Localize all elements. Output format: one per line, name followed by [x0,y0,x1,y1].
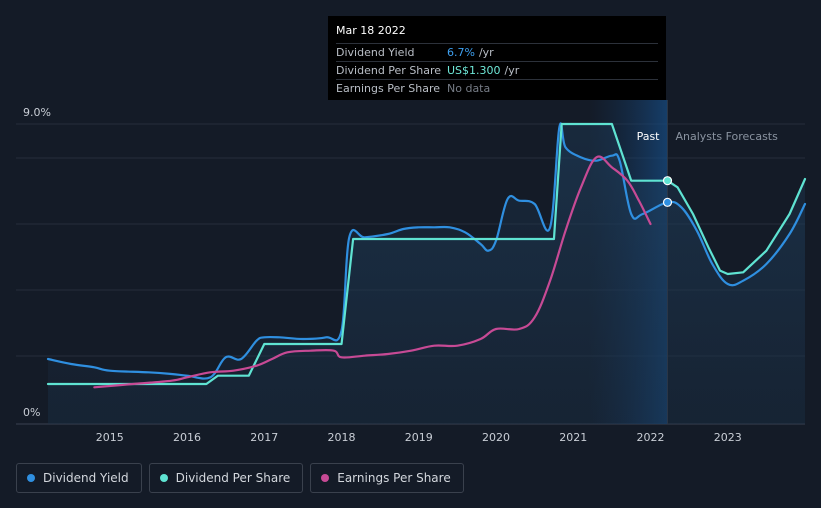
chart-tooltip: Mar 18 2022 Dividend Yield 6.7% /yr Divi… [328,16,666,100]
chart-legend: Dividend Yield Dividend Per Share Earnin… [16,463,464,493]
legend-dividend-per-share[interactable]: Dividend Per Share [148,463,304,493]
y-axis-ticks: 0% 9.0% [23,106,51,419]
x-tick-label: 2020 [482,431,510,444]
series-markers [662,176,673,207]
tooltip-row-earnings-per-share: Earnings Per Share No data [336,79,658,97]
legend-dividend-yield[interactable]: Dividend Yield [16,463,142,493]
y-tick-label: 0% [23,406,40,419]
x-tick-label: 2021 [559,431,587,444]
tooltip-value: 6.7% [447,46,475,59]
tooltip-value: No data [447,82,491,95]
legend-dot-icon [321,474,330,482]
legend-dot-icon [27,474,35,482]
tooltip-unit: /yr [504,64,520,77]
legend-label: Dividend Yield [43,471,129,485]
x-tick-label: 2015 [96,431,124,444]
series-areas [48,123,805,425]
legend-dot-icon [159,474,168,482]
x-tick-label: 2019 [405,431,433,444]
tooltip-value: US$1.300 [447,64,501,77]
x-tick-label: 2016 [173,431,201,444]
legend-label: Dividend Per Share [175,471,291,485]
marker-dividend-per-share [662,176,673,186]
legend-label: Earnings Per Share [337,471,451,485]
tooltip-label: Dividend Per Share [336,64,442,77]
past-label: Past [637,130,661,143]
tooltip-date: Mar 18 2022 [336,24,406,37]
tooltip-label: Dividend Yield [336,46,415,59]
tooltip-label: Earnings Per Share [336,82,441,95]
y-tick-label: 9.0% [23,106,51,119]
x-tick-label: 2018 [328,431,356,444]
series-area [48,124,805,424]
series-line-earnings-per-share [93,155,652,389]
x-tick-label: 2023 [714,431,742,444]
x-tick-label: 2017 [250,431,278,444]
tooltip-unit: /yr [478,46,494,59]
x-axis-ticks: 2015 2016 2017 2018 2019 2020 2021 2022 2023 [96,431,742,444]
tooltip-row-dividend-per-share: Dividend Per Share US$1.300 /yr [336,61,658,79]
marker-dividend-yield [662,197,673,207]
x-tick-label: 2022 [637,431,665,444]
series-line-dividend-per-share [46,122,807,386]
legend-earnings-per-share[interactable]: Earnings Per Share [310,463,464,493]
tooltip-row-dividend-yield: Dividend Yield 6.7% /yr [336,43,658,61]
forecast-label: Analysts Forecasts [676,130,779,143]
